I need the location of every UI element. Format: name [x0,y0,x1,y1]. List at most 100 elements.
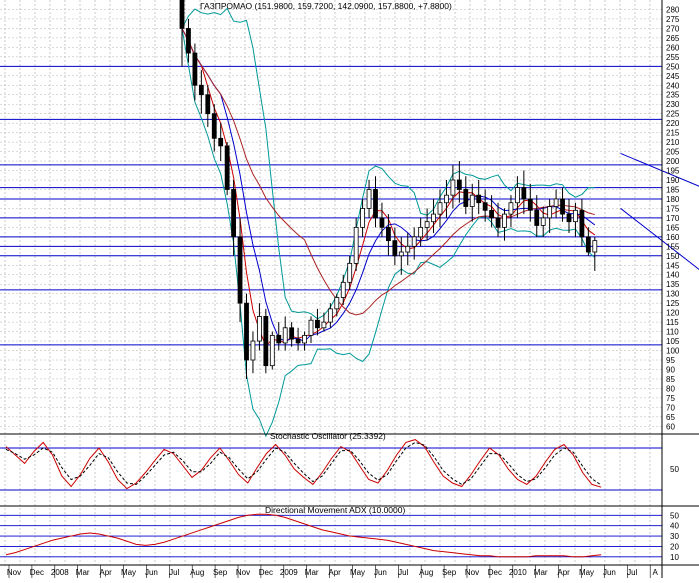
candle-body [560,198,565,215]
bollinger-upper-line [181,7,595,320]
main-chart-title: ГАЗПРОМАО (151.9800, 159.7200, 142.0900,… [200,1,452,11]
candle-body [450,179,456,196]
x-tick-label: Apr [99,568,112,577]
x-tick-label: Jun [374,568,387,577]
candle-body [373,189,378,219]
moving-average-long-line [181,28,595,316]
stochastic-d-line [5,441,602,486]
y-tick-label: 115 [666,318,679,327]
y-tick-label: 145 [666,261,680,270]
x-tick-label: Jul [627,568,637,577]
candle-body [411,236,417,247]
x-tick-label: Jun [603,568,616,577]
y-tick-label: 120 [666,309,680,318]
x-tick-label: Nov [7,568,21,577]
candle-body [321,321,327,329]
candle-body [508,202,514,215]
candle-body [566,213,572,223]
adx-line [5,513,602,558]
x-tick-label: Dec [259,568,273,577]
candle-body [592,240,598,253]
y-tick-label: 225 [666,110,680,119]
x-tick-label: Sep [442,568,457,577]
y-tick-label: 235 [666,91,680,100]
candle-body [218,137,224,147]
x-tick-label: Dec [30,568,44,577]
candle-body [295,338,301,344]
candle-body [211,113,217,139]
y-tick-label: 270 [666,24,680,33]
candle-body [379,217,385,228]
candle-body [198,84,204,96]
candle-body [489,209,495,219]
candle-body [463,189,469,207]
y-tick-label: 260 [666,43,680,52]
bollinger-lower-line [181,28,596,438]
candle-body [269,334,275,367]
x-tick-label: 2008 [51,568,69,577]
y-tick-label: 160 [666,233,680,242]
y-tick-label: 110 [666,328,679,337]
candle-body [495,217,501,228]
candle-body [334,297,340,310]
candle-body [302,334,307,344]
candle-body [231,189,237,238]
candle-body [289,327,295,340]
y-tick-label: 90 [666,365,675,374]
candle-body [385,226,391,242]
candle-body [263,316,269,367]
candle-body [482,202,488,211]
adx-tick-label: 30 [670,532,679,541]
candle-body [444,194,449,204]
candle-body [540,217,546,226]
x-tick-label: May [579,568,594,577]
candle-body [418,226,424,238]
x-tick-label: Mar [76,568,90,577]
adx-tick-label: 50 [670,511,679,520]
y-tick-label: 185 [666,185,680,194]
candle-body [244,302,249,361]
stochastic-title: Stochastic Oscillator (25.3392) [270,431,386,441]
x-tick-label: Aug [419,568,433,577]
candle-body [521,187,527,200]
y-tick-label: 100 [666,347,680,356]
channel-upper-line [620,153,699,187]
candle-body [437,202,443,215]
x-tick-label: Apr [328,568,341,577]
y-tick-label: 280 [666,5,680,14]
y-tick-label: 255 [666,53,680,62]
y-tick-label: 130 [666,290,680,299]
candle-body [250,340,256,361]
x-tick-label: Jul [398,568,408,577]
x-tick-label: Jul [169,568,179,577]
candle-body [282,327,288,344]
candle-body [515,187,520,204]
y-tick-label: 245 [666,72,680,81]
x-tick-label: Nov [465,568,479,577]
stochastic-tick-label: 50 [670,465,679,474]
y-tick-label: 80 [666,384,675,393]
y-tick-label: 150 [666,252,680,261]
x-tick-label: Dec [488,568,502,577]
candle-body [237,236,243,304]
x-tick-label: Apr [557,568,570,577]
candle-body [579,209,585,238]
y-tick-label: 170 [666,214,680,223]
y-tick-label: 210 [666,138,680,147]
candle-body [347,262,353,283]
candle-body [186,28,191,54]
y-tick-label: 205 [666,148,680,157]
candle-body [276,334,282,344]
candle-body [179,0,185,29]
y-tick-label: 275 [666,15,680,24]
y-tick-label: 240 [666,81,680,90]
adx-title: Directional Movement ADX (10.0000) [265,505,405,515]
candle-body [469,194,475,207]
y-tick-label: 190 [666,176,680,185]
adx-tick-label: 20 [670,542,679,551]
candle-body [392,240,398,257]
candle-body [308,319,314,336]
y-tick-label: 220 [666,119,680,128]
